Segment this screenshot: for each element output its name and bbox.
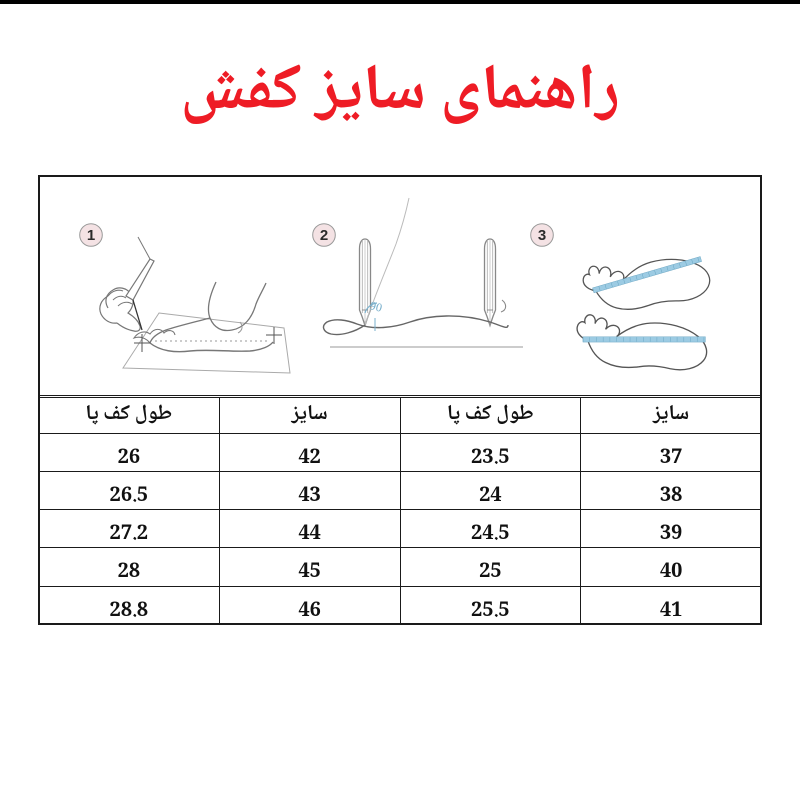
svg-text:3: 3 <box>538 227 546 244</box>
svg-text:2: 2 <box>320 227 328 244</box>
svg-text:1: 1 <box>87 227 95 244</box>
